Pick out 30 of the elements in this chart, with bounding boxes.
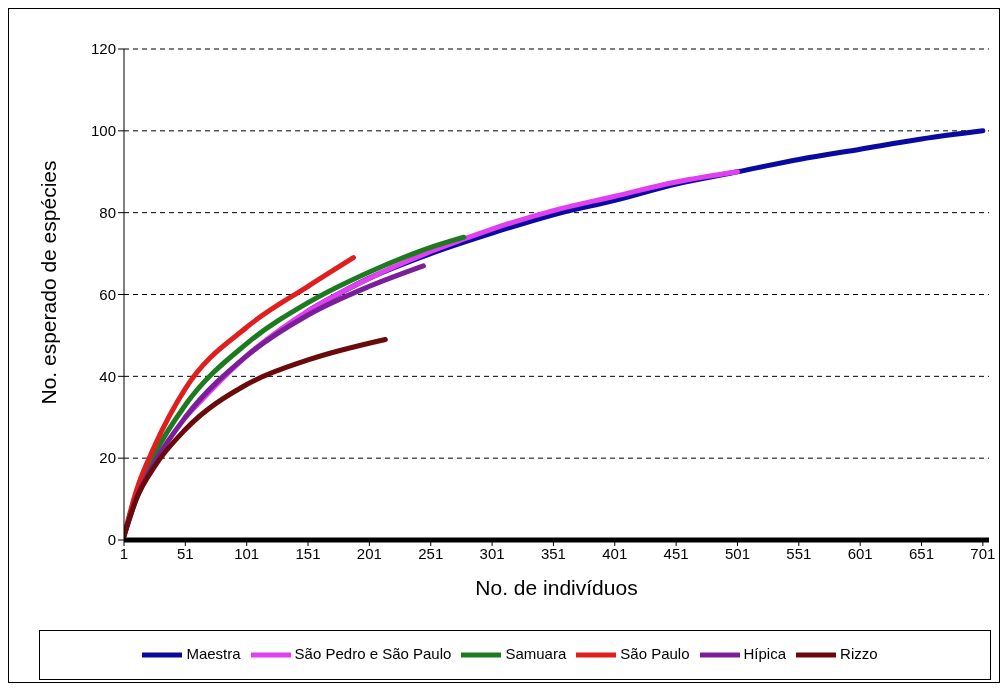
x-tick-label: 351 — [540, 544, 566, 562]
x-tick-label: 601 — [847, 544, 873, 562]
legend-label: São Paulo — [620, 644, 690, 662]
legend-label: São Pedro e São Paulo — [294, 644, 452, 662]
y-tick-label: 120 — [90, 40, 116, 58]
x-tick-label: 251 — [418, 544, 444, 562]
x-tick-label: 201 — [356, 544, 382, 562]
x-tick-label: 1 — [119, 544, 129, 562]
y-tick-label: 100 — [90, 122, 116, 140]
legend-label: Hípica — [743, 644, 787, 662]
x-tick-label: 501 — [724, 544, 750, 562]
y-tick-label: 80 — [99, 203, 116, 221]
x-tick-label: 151 — [295, 544, 321, 562]
x-tick-label: 551 — [786, 544, 812, 562]
x-tick-label: 701 — [970, 544, 996, 562]
y-tick-label: 60 — [99, 285, 116, 303]
x-axis-title: No. de indivíduos — [475, 576, 638, 599]
legend-label: Rizzo — [840, 644, 878, 662]
y-tick-label: 0 — [107, 531, 116, 549]
x-tick-label: 301 — [479, 544, 505, 562]
x-tick-label: 651 — [909, 544, 935, 562]
legend-label: Samuara — [505, 644, 567, 662]
legend-label: Maestra — [186, 644, 241, 662]
x-tick-label: 101 — [234, 544, 260, 562]
y-tick-label: 40 — [99, 367, 116, 385]
y-axis-title: No. esperado de espécies — [37, 160, 61, 405]
x-tick-label: 51 — [177, 544, 194, 562]
x-tick-label: 451 — [663, 544, 689, 562]
x-tick-label: 401 — [602, 544, 628, 562]
y-tick-label: 20 — [99, 449, 116, 467]
